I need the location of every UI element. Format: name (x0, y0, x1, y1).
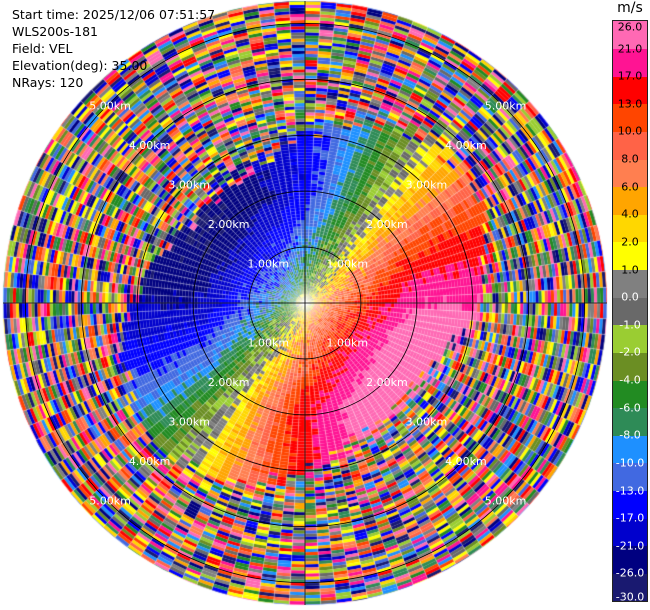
colorbar-tick-label: -17.0 (615, 511, 645, 525)
range-label: 1.00km (327, 257, 369, 270)
colorbar-tick-label: 1.0 (621, 263, 639, 277)
colorbar-segment (613, 324, 647, 353)
range-label: 3.00km (168, 178, 210, 191)
colorbar-segment (613, 352, 647, 381)
colorbar-tick-label: -6.0 (619, 401, 641, 415)
colorbar-tick-label: -10.0 (615, 456, 645, 470)
range-label: 4.00km (129, 455, 171, 468)
colorbar-tick-label: -13.0 (615, 484, 645, 498)
colorbar-tick-label: -8.0 (619, 428, 641, 442)
range-label: 2.00km (366, 218, 408, 231)
colorbar-tick-label: -2.0 (619, 345, 641, 359)
start-time-text: Start time: 2025/12/06 07:51:57 (12, 7, 216, 22)
colorbar-segment (613, 48, 647, 77)
range-label: 3.00km (406, 178, 448, 191)
colorbar-tick-label: -26.0 (615, 566, 645, 580)
colorbar-segment (613, 21, 647, 50)
range-label: 2.00km (208, 218, 250, 231)
colorbar-segment (613, 186, 647, 215)
colorbar-segment (613, 380, 647, 409)
colorbar-segment (613, 269, 647, 298)
colorbar-tick-label: 0.0 (621, 290, 639, 304)
colorbar-segment (613, 103, 647, 132)
colorbar-tick-label: 2.0 (621, 235, 639, 249)
colorbar-segment (613, 297, 647, 326)
colorbar-segment (613, 462, 647, 491)
range-label: 5.00km (485, 99, 527, 112)
elevation-text: Elevation(deg): 35.00 (12, 58, 148, 73)
colorbar-tick-label: -30.0 (615, 590, 645, 604)
range-label: 3.00km (406, 416, 448, 429)
colorbar-tick-label: -1.0 (619, 318, 641, 332)
colorbar-unit: m/s (617, 0, 643, 16)
colorbar-segment (613, 518, 647, 547)
scan-info-panel: Start time: 2025/12/06 07:51:57 WLS200s-… (12, 6, 215, 91)
colorbar-tick-label: 6.0 (621, 180, 639, 194)
colorbar-segment (613, 407, 647, 436)
colorbar-segment (613, 159, 647, 188)
site-name-text: WLS200s-181 (12, 24, 98, 39)
range-label: 1.00km (327, 337, 369, 350)
range-label: 4.00km (445, 139, 487, 152)
colorbar-tick-label: 10.0 (617, 124, 643, 138)
colorbar-segment (613, 214, 647, 243)
field-text: Field: VEL (12, 41, 73, 56)
colorbar-segment (613, 241, 647, 271)
colorbar-tick-label: 26.0 (617, 20, 643, 34)
range-ring-overlay: 1.00km 1.00km 1.00km 1.00km 2.00km 2.00km 2.00… (3, 1, 607, 605)
colorbar-tick-label: 21.0 (617, 42, 643, 56)
range-label: 3.00km (168, 416, 210, 429)
colorbar-tick-label: 13.0 (617, 97, 643, 111)
range-label: 4.00km (129, 139, 171, 152)
colorbar-tick-label: 4.0 (621, 207, 639, 221)
range-label: 2.00km (208, 376, 250, 389)
colorbar-tick-label: -4.0 (619, 373, 641, 387)
range-label: 5.00km (485, 495, 527, 508)
colorbar-segment (613, 545, 647, 574)
range-label: 5.00km (89, 495, 131, 508)
range-label: 1.00km (247, 337, 289, 350)
range-label: 4.00km (445, 455, 487, 468)
colorbar-segment (613, 76, 647, 105)
colorbar-segment (613, 573, 647, 602)
colorbar-segment (613, 490, 647, 519)
colorbar-tick-label: 8.0 (621, 152, 639, 166)
range-label: 2.00km (366, 376, 408, 389)
range-label: 1.00km (247, 257, 289, 270)
range-label: 5.00km (89, 99, 131, 112)
colorbar-segment (613, 435, 647, 464)
colorbar-segment (613, 131, 647, 160)
velocity-colorbar: -30.0 -26.0 -21.0 -17.0 -13.0 -10.0 -8.0 -6.0 -4… (612, 20, 648, 604)
nrays-text: NRays: 120 (12, 75, 84, 90)
colorbar-tick-label: 17.0 (617, 69, 643, 83)
colorbar-tick-label: -21.0 (615, 539, 645, 553)
